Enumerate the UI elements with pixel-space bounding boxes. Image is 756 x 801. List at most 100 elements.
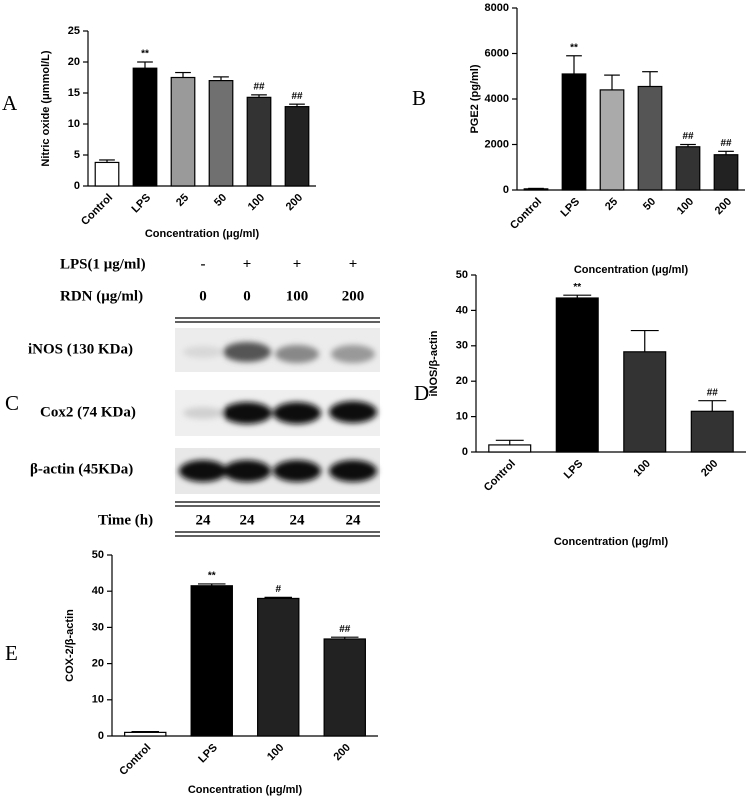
x-tick-label: 25 <box>603 196 620 213</box>
significance: ## <box>253 82 265 93</box>
panel-letter: E <box>5 641 18 665</box>
bar <box>132 67 158 187</box>
panel-letter: B <box>412 86 426 110</box>
bar <box>190 585 233 737</box>
treatment-value: + <box>349 256 358 272</box>
band <box>275 345 319 363</box>
row-label: β-actin (45KDa) <box>30 461 133 477</box>
bands <box>179 342 377 482</box>
x-tick-label: 200 <box>713 196 734 217</box>
treatment-value: 200 <box>342 288 365 304</box>
band <box>183 407 223 419</box>
x-tick-label: 100 <box>631 458 652 479</box>
significance: ## <box>339 624 351 635</box>
treatment-value: 100 <box>286 288 309 304</box>
significance: ## <box>720 138 732 149</box>
y-tick-label: 40 <box>456 304 468 316</box>
band <box>223 342 271 362</box>
bar <box>713 154 739 191</box>
treatment-label: RDN (μg/ml) <box>60 288 143 304</box>
band <box>179 460 227 482</box>
row-label: iNOS (130 KDa) <box>28 341 133 357</box>
treatment-value: - <box>201 256 206 272</box>
treatment-value: + <box>293 256 302 272</box>
y-tick-label: 5 <box>74 149 80 161</box>
x-tick-label: LPS <box>196 742 220 766</box>
x-tick-label: Control <box>508 196 544 232</box>
x-tick-label: 200 <box>331 742 352 763</box>
treatment-value: 0 <box>199 288 207 304</box>
row-label: Cox2 (74 KDa) <box>40 404 136 420</box>
y-tick-label: 30 <box>92 621 104 633</box>
y-tick-label: 25 <box>68 25 80 37</box>
bar <box>561 73 587 191</box>
x-tick-label: 50 <box>641 196 658 213</box>
band <box>222 402 272 424</box>
bar <box>94 161 120 187</box>
treatment-value: + <box>243 256 252 272</box>
y-tick-label: 0 <box>74 180 80 192</box>
blot-panel: C LPS(1 μg/ml) - + + + RDN (μg/ml) 0 0 1… <box>5 256 380 537</box>
bar <box>208 79 234 187</box>
panel-letter: D <box>414 381 429 405</box>
x-axis-label: Concentration (μg/ml) <box>574 264 689 276</box>
bar <box>124 731 167 737</box>
time-value: 24 <box>240 512 256 528</box>
y-tick-label: 10 <box>456 411 468 423</box>
significance: ** <box>573 282 581 293</box>
x-tick-label: Control <box>79 192 115 228</box>
x-tick-label: 100 <box>675 196 696 217</box>
x-tick-label: LPS <box>130 192 154 216</box>
x-tick-label: 200 <box>284 192 305 213</box>
significance: ** <box>570 42 578 53</box>
bar <box>623 351 667 453</box>
panel-letter: C <box>5 391 19 415</box>
bar <box>690 410 734 453</box>
time-label: Time (h) <box>98 512 153 528</box>
y-axis-label: Nitric oxide (μmmol/L) <box>40 50 52 166</box>
x-tick-label: 100 <box>246 192 267 213</box>
bar <box>488 444 532 453</box>
y-axis-label: PGE2 (pg/ml) <box>469 64 481 133</box>
x-tick-label: 25 <box>174 192 191 209</box>
treatment-label: LPS(1 μg/ml) <box>60 256 146 272</box>
significance: # <box>275 584 281 595</box>
y-tick-label: 10 <box>92 694 104 706</box>
y-tick-label: 15 <box>68 87 80 99</box>
y-tick-label: 20 <box>92 658 104 670</box>
bar <box>675 146 701 191</box>
significance: ## <box>707 387 719 398</box>
bar <box>323 638 366 737</box>
y-tick-label: 8000 <box>485 2 509 14</box>
y-tick-label: 50 <box>92 549 104 561</box>
bar <box>284 106 310 187</box>
y-tick-label: 4000 <box>485 93 509 105</box>
band <box>331 345 375 363</box>
significance: ** <box>141 49 149 60</box>
bar <box>637 85 663 191</box>
band <box>329 460 377 482</box>
y-axis-label: COX-2/β-actin <box>64 609 76 682</box>
y-tick-label: 40 <box>92 585 104 597</box>
bar <box>555 297 599 453</box>
x-tick-label: 200 <box>699 458 720 479</box>
x-tick-label: 100 <box>265 742 286 763</box>
y-tick-label: 2000 <box>485 138 509 150</box>
time-value: 24 <box>346 512 362 528</box>
y-axis-label: iNOS/β-actin <box>428 330 440 396</box>
x-axis-label: Concentration (μg/ml) <box>554 536 669 548</box>
x-tick-label: Control <box>482 458 518 494</box>
y-tick-label: 30 <box>456 340 468 352</box>
band <box>329 401 377 423</box>
x-tick-label: LPS <box>562 458 586 482</box>
band <box>223 460 271 482</box>
bar <box>257 597 300 737</box>
y-tick-label: 0 <box>98 730 104 742</box>
bar <box>523 188 549 191</box>
time-value: 24 <box>290 512 306 528</box>
y-tick-label: 6000 <box>485 47 509 59</box>
x-tick-label: LPS <box>559 196 583 220</box>
x-axis-label: Concentration (μg/ml) <box>188 784 303 796</box>
y-tick-label: 20 <box>68 56 80 68</box>
